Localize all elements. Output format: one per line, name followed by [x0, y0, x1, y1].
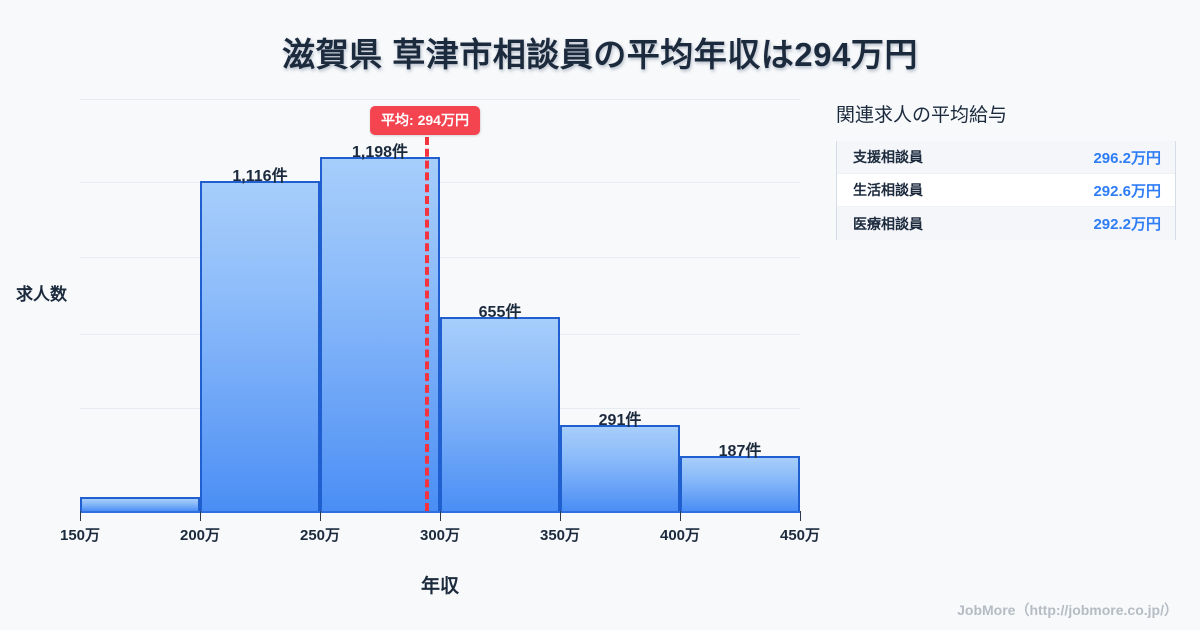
- average-badge: 平均: 294万円: [370, 106, 480, 135]
- bar-value-label: 187件: [718, 443, 762, 460]
- table-row-name: 医療相談員: [853, 215, 923, 232]
- x-axis-title: 年収: [420, 576, 459, 597]
- x-axis-tick: [200, 511, 201, 521]
- gridline: [80, 182, 800, 183]
- x-axis-label: 450万: [779, 527, 821, 544]
- bar-value-label: 1,198件: [351, 144, 409, 161]
- bar-value-label: 1,116件: [232, 168, 288, 185]
- table-row-name: 支援相談員: [853, 149, 923, 165]
- table-row-value: 296.2万円: [1093, 149, 1161, 167]
- x-axis-label: 250万: [299, 527, 341, 544]
- table-row-name: 生活相談員: [853, 182, 923, 198]
- histogram-bar[interactable]: [440, 317, 560, 511]
- x-axis-label: 350万: [539, 527, 581, 544]
- x-axis-tick: [320, 511, 321, 521]
- table-row[interactable]: 支援相談員 296.2万円: [837, 141, 1175, 174]
- related-salary-table: 支援相談員 296.2万円 生活相談員 292.6万円 医療相談員 292.2万…: [836, 141, 1176, 240]
- page-title: 滋賀県 草津市相談員の平均年収は294万円: [282, 36, 918, 73]
- related-salary-heading: 関連求人の平均給与: [836, 105, 1008, 126]
- x-axis-label: 300万: [419, 527, 461, 544]
- x-axis-label: 200万: [179, 527, 221, 544]
- x-axis-tick: [440, 511, 441, 521]
- gridline: [80, 257, 800, 258]
- histogram-bar[interactable]: [200, 181, 320, 511]
- related-salary-panel: 関連求人の平均給与 支援相談員 296.2万円 生活相談員 292.6万円 医療…: [836, 100, 1186, 240]
- table-row-value: 292.6万円: [1093, 182, 1161, 200]
- gridline: [80, 99, 800, 100]
- histogram-bar[interactable]: [320, 157, 440, 511]
- histogram-chart: 1,116件 1,198件 655件 291件 187件 平均: 294万円 1…: [16, 99, 820, 597]
- x-axis-tick: [80, 511, 81, 521]
- x-axis-tick: [680, 511, 681, 521]
- x-axis-tick: [560, 511, 561, 521]
- table-row[interactable]: 医療相談員 292.2万円: [837, 207, 1175, 240]
- x-axis-tick: [800, 511, 801, 521]
- average-line: [425, 137, 429, 511]
- bar-value-label: 291件: [598, 412, 642, 429]
- table-row[interactable]: 生活相談員 292.6万円: [837, 174, 1175, 207]
- y-axis-title: 求人数: [16, 285, 67, 304]
- histogram-bar[interactable]: [560, 425, 680, 511]
- footer-attribution: JobMore（http://jobmore.co.jp/）: [957, 602, 1178, 618]
- x-axis-label: 400万: [659, 527, 701, 544]
- bar-value-label: 655件: [478, 304, 522, 321]
- histogram-bar[interactable]: [680, 456, 800, 511]
- x-axis-label: 150万: [59, 527, 101, 544]
- histogram-bar[interactable]: [80, 497, 200, 511]
- table-row-value: 292.2万円: [1093, 216, 1161, 233]
